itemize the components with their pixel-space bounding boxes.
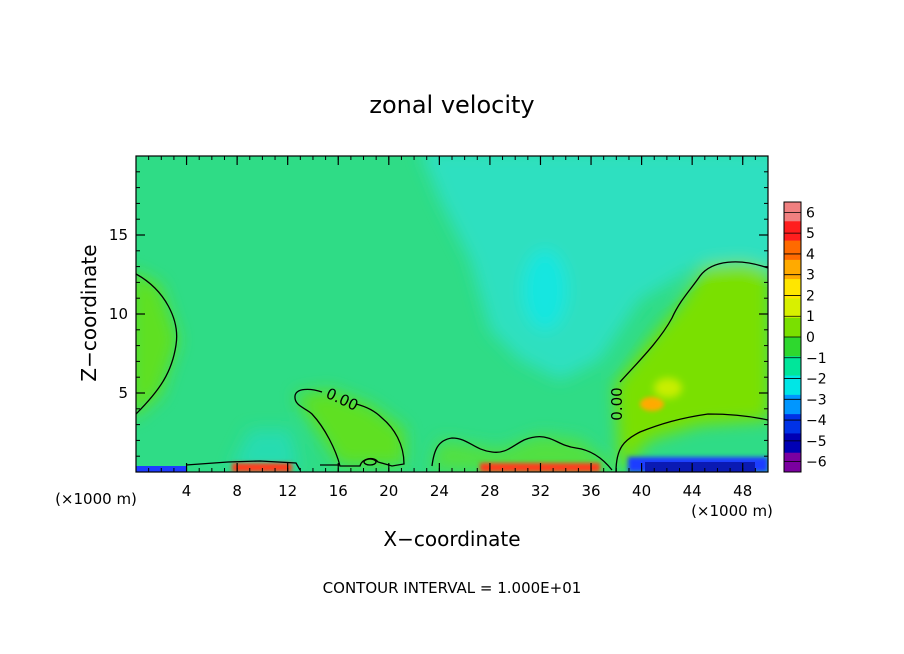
- field-upper-cyan: [422, 156, 768, 380]
- colorbar-label: 4: [806, 247, 815, 263]
- y-tick-label: 10: [109, 305, 128, 323]
- colorbar-swatch: [784, 452, 801, 473]
- colorbar-swatch: [784, 317, 801, 338]
- colorbar-label: −1: [806, 351, 827, 367]
- contour-middle: [294, 388, 405, 467]
- colorbar-swatch: [784, 356, 801, 377]
- colorbar-swatch: [784, 337, 801, 357]
- x-tick-label: 32: [531, 482, 550, 500]
- field-orange-spot: [640, 397, 664, 411]
- colorbar-label: 6: [806, 205, 815, 221]
- colorbar-swatch: [784, 279, 801, 299]
- x-tick-label: 44: [683, 482, 702, 500]
- field-lower-green: [430, 435, 612, 472]
- x-tick-label: 20: [379, 482, 398, 500]
- contour-right-upper: [619, 261, 768, 383]
- chart-title: zonal velocity: [369, 91, 534, 119]
- colorbar-label: −4: [806, 413, 827, 429]
- field-mid-green: [295, 390, 405, 465]
- x-unit-right: (×1000 m): [691, 502, 773, 520]
- colorbar-swatch: [784, 259, 801, 280]
- contour-right: [615, 413, 768, 472]
- x-tick-label: 4: [182, 482, 192, 500]
- contour-interval-note: CONTOUR INTERVAL = 1.000E+01: [323, 579, 582, 597]
- x-tick-label: 16: [329, 482, 348, 500]
- field-right-green: [615, 262, 768, 472]
- colorbar-label: −5: [806, 434, 827, 450]
- y-axis-label: Z−coordinate: [77, 244, 101, 381]
- contour-lower: [185, 436, 613, 471]
- colorbar-swatch: [784, 298, 801, 319]
- field-cyan-low: [230, 430, 300, 470]
- colorbar-swatch: [784, 202, 801, 222]
- field-ground-band-deep: [645, 462, 755, 472]
- colorbar-label: 5: [806, 226, 815, 242]
- y-tick-label: 5: [118, 384, 128, 402]
- colorbar-label: −3: [806, 392, 827, 408]
- field-hot-streak-1: [232, 463, 292, 472]
- x-tick-label: 24: [430, 482, 449, 500]
- colorbar: 6 5 4 3 2 1 0 −1 −2 −3 −4 −5 −6: [783, 201, 827, 473]
- colorbar-label: 3: [806, 268, 815, 284]
- x-tick-label: 48: [733, 482, 752, 500]
- colorbar-swatch: [784, 375, 801, 396]
- x-tick-label: 12: [278, 482, 297, 500]
- colorbar-swatch: [784, 240, 801, 261]
- colorbar-swatch: [784, 414, 801, 434]
- x-axis-label: X−coordinate: [383, 527, 520, 551]
- colorbar-label: −2: [806, 372, 827, 388]
- x-tick-label: 8: [232, 482, 242, 500]
- x-unit-left: (×1000 m): [55, 490, 137, 508]
- colorbar-label: 1: [806, 309, 815, 325]
- x-tick-label: 36: [581, 482, 600, 500]
- zero-contours: [136, 261, 768, 472]
- colorbar-swatch: [784, 433, 801, 454]
- x-tick-label: 28: [480, 482, 499, 500]
- velocity-field: [136, 156, 768, 472]
- y-tick-label: 15: [109, 226, 128, 244]
- field-cyan-core: [523, 250, 567, 330]
- x-tick-label: 40: [632, 482, 651, 500]
- field-left-green: [136, 273, 178, 415]
- contour-small-loop: [363, 458, 377, 466]
- colorbar-swatch: [784, 221, 801, 242]
- colorbar-swatch: [784, 394, 801, 415]
- colorbar-label: 2: [806, 288, 815, 304]
- colorbar-label: 0: [806, 330, 815, 346]
- contour-left: [136, 273, 178, 415]
- contour-label-2: 0.00: [608, 387, 626, 420]
- colorbar-label: −6: [806, 455, 827, 471]
- field-yellow-spot: [654, 378, 682, 398]
